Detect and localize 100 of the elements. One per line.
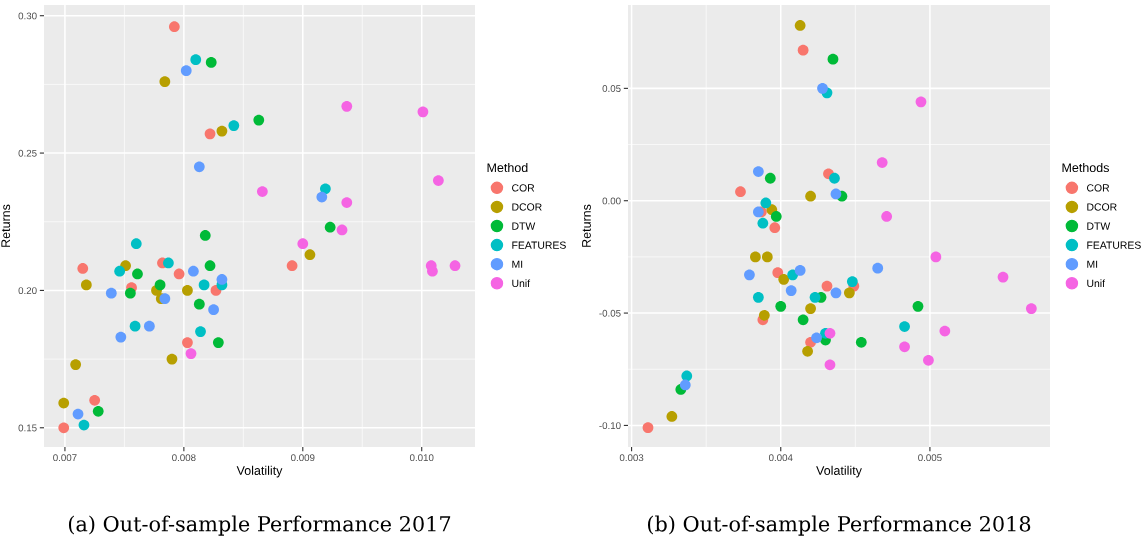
point [154, 279, 166, 291]
legend-label: COR [1087, 184, 1110, 192]
point [758, 309, 770, 321]
point [205, 57, 217, 68]
point [432, 175, 444, 186]
point [642, 422, 654, 434]
point [216, 274, 228, 285]
point [811, 332, 822, 344]
point [182, 337, 193, 348]
point [824, 359, 836, 371]
point [821, 280, 833, 292]
point [681, 370, 693, 382]
point [185, 348, 197, 359]
legend-label: Unif [1087, 279, 1106, 288]
point [204, 260, 216, 272]
point [253, 114, 265, 126]
point [797, 314, 809, 326]
point [341, 197, 353, 208]
point [193, 161, 205, 173]
point [757, 217, 769, 229]
point [769, 222, 781, 234]
legend-label: DTW [1087, 222, 1111, 230]
y-axis-title: Returns [1, 204, 11, 247]
point [830, 287, 842, 299]
point [794, 20, 806, 31]
point [912, 300, 924, 312]
point [809, 291, 821, 303]
point [129, 320, 141, 332]
point [195, 326, 206, 337]
legend-title: Methods [1062, 162, 1109, 173]
point [168, 21, 180, 33]
point [297, 238, 309, 250]
point [114, 265, 126, 277]
x-tick-label: 0.003 [619, 454, 644, 462]
point [159, 76, 171, 88]
point [930, 251, 942, 263]
point [163, 257, 174, 269]
point [824, 327, 836, 339]
point [212, 337, 224, 348]
point [752, 166, 764, 177]
point [92, 405, 104, 417]
point [78, 419, 90, 431]
point [216, 125, 228, 137]
legend-title: Method [487, 162, 528, 173]
y-tick-label: 0.25 [18, 149, 37, 157]
y-tick-label: 0.00 [602, 197, 621, 205]
point [143, 320, 155, 332]
point [58, 397, 70, 409]
point [449, 260, 461, 272]
point [760, 197, 772, 209]
point [188, 265, 199, 277]
point [778, 273, 790, 285]
point [855, 336, 867, 348]
point [785, 285, 797, 296]
y-tick-label: 0.30 [18, 12, 37, 20]
point [324, 221, 336, 233]
point [105, 287, 117, 299]
point [80, 279, 92, 291]
point [872, 262, 884, 274]
legend-label: DTW [512, 222, 536, 230]
point [1025, 303, 1037, 314]
legend-label: FEATURES [1087, 241, 1141, 249]
y-tick-label: 0.20 [18, 287, 37, 295]
point [881, 211, 893, 222]
point [58, 422, 70, 434]
point [124, 287, 136, 299]
point [199, 230, 211, 241]
y-tick-label: 0.05 [602, 85, 621, 92]
point [304, 249, 316, 261]
point [198, 279, 210, 291]
point [130, 238, 142, 250]
point [417, 106, 429, 118]
y-tick-label: -0.05 [599, 309, 621, 317]
point [744, 269, 755, 281]
point [72, 408, 84, 420]
x-axis-title: Volatility [236, 465, 283, 478]
point [159, 293, 171, 305]
y-axis-title: Returns [582, 204, 591, 247]
point [939, 325, 951, 337]
point [193, 298, 205, 310]
point [829, 172, 840, 184]
point [764, 172, 776, 184]
point [817, 82, 828, 94]
point [679, 379, 691, 391]
point [846, 276, 858, 287]
point [70, 359, 82, 370]
point [830, 188, 842, 200]
point [208, 304, 219, 316]
point [320, 183, 331, 195]
point [173, 268, 185, 280]
y-tick-label: -0.10 [599, 422, 621, 430]
point [89, 394, 101, 406]
legend-label: DCOR [1087, 203, 1117, 211]
point [772, 267, 784, 279]
point [761, 251, 773, 263]
point [182, 285, 193, 296]
point [843, 287, 855, 299]
point [666, 411, 678, 422]
point [802, 345, 813, 357]
point [341, 100, 353, 112]
